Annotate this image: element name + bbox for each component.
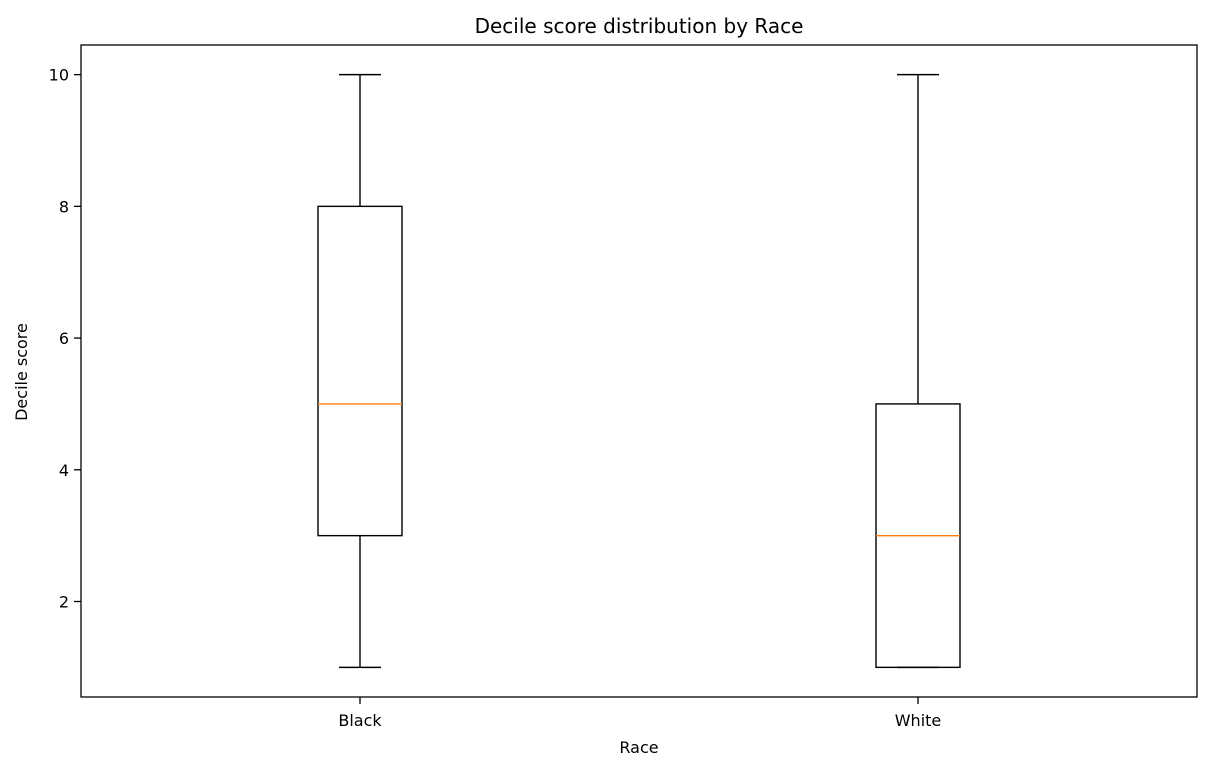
plot-area: 2 4 6 8 10 Black White (49, 44, 1198, 730)
x-axis-label: Race (619, 738, 658, 757)
plot-frame (80, 44, 1198, 698)
y-tick-label-4: 4 (59, 461, 69, 480)
y-tick-label-8: 8 (59, 197, 69, 216)
chart-title: Decile score distribution by Race (475, 14, 804, 38)
y-axis-label: Decile score (12, 323, 31, 421)
y-tick-label-10: 10 (49, 66, 69, 85)
y-tick-label-6: 6 (59, 329, 69, 348)
x-tick-label-white: White (895, 711, 942, 730)
x-tick-label-black: Black (338, 711, 382, 730)
y-tick-label-2: 2 (59, 593, 69, 612)
box-black (317, 205, 403, 537)
